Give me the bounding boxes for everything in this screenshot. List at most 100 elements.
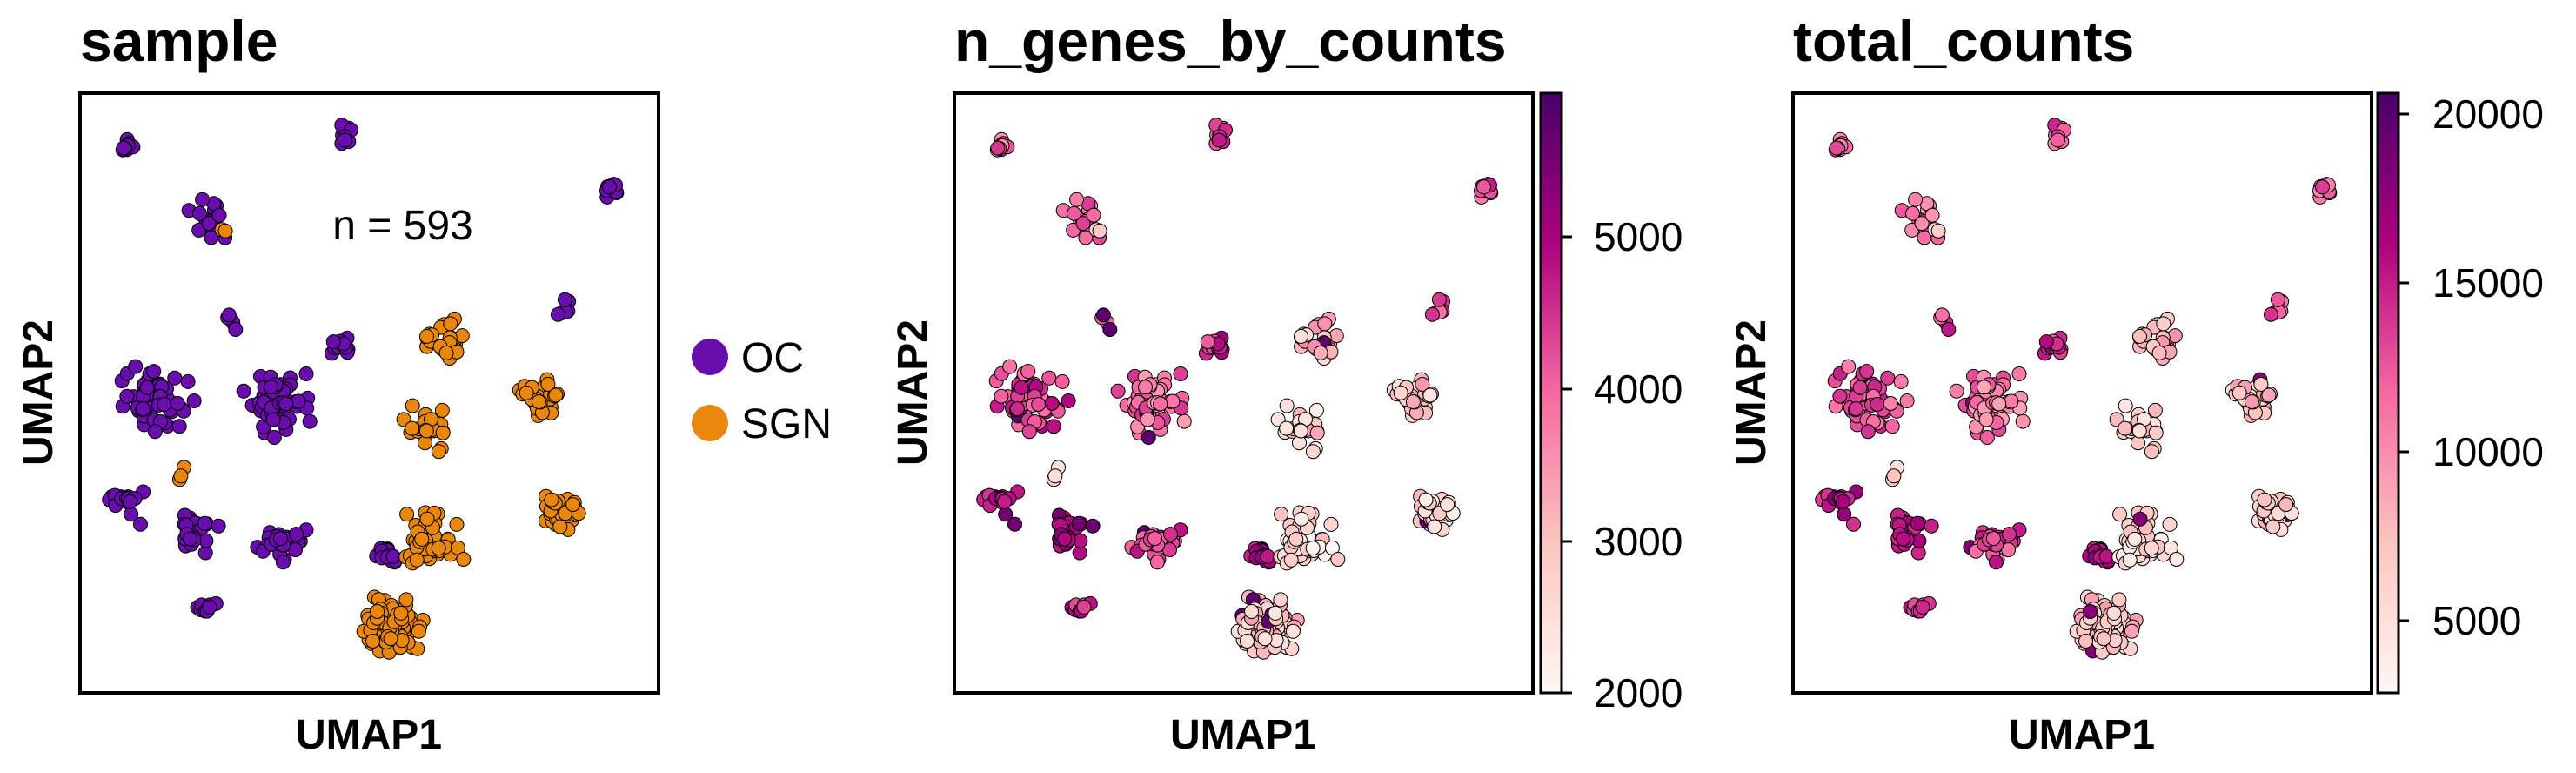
scatter-point	[2265, 519, 2281, 534]
scatter-point	[1415, 377, 1430, 392]
scatter-point	[1279, 398, 1295, 413]
colorbar-tick-label: 5000	[1594, 214, 1683, 259]
scatter-point	[2261, 387, 2277, 403]
colorbar-tick-label: 5000	[2432, 598, 2521, 643]
scatter-point	[1294, 511, 1309, 527]
scatter-point	[266, 430, 282, 445]
scatter-point	[1323, 516, 1339, 532]
scatter-point	[2002, 527, 2017, 542]
scatter-point	[1308, 402, 1324, 418]
scatter-point	[393, 605, 409, 621]
scatter-point	[994, 388, 1009, 404]
scatter-point	[405, 398, 420, 413]
scatter-point	[2083, 604, 2098, 619]
scatter-point	[128, 359, 144, 374]
scatter-point	[419, 328, 434, 344]
scatter-point	[275, 555, 291, 570]
scatter-point	[1405, 394, 1421, 410]
scatter-point	[1002, 359, 1018, 374]
scatter-point	[1095, 307, 1111, 323]
scatter-point	[1200, 334, 1215, 350]
scatter-point	[1140, 412, 1155, 427]
scatter-point	[385, 548, 401, 564]
scatter-point	[201, 216, 217, 232]
scatter-point	[370, 604, 385, 619]
scatter-point	[116, 140, 131, 156]
scatter-point	[1141, 430, 1156, 445]
x-axis-label-sample: UMAP1	[296, 712, 442, 758]
scatter-point	[1860, 424, 1876, 440]
scatter-point	[265, 412, 281, 427]
scatter-point	[1138, 380, 1153, 395]
scatter-point	[418, 423, 434, 439]
colorbar-gradient-total-counts	[2376, 91, 2400, 695]
scatter-point	[157, 397, 172, 412]
scatter-point	[2257, 492, 2272, 507]
scatter-point	[1044, 396, 1060, 411]
scatter-point	[1071, 515, 1087, 531]
scatter-point	[1886, 468, 1902, 484]
scatter-point	[1102, 322, 1118, 337]
scatter-point	[443, 316, 458, 332]
scatter-point	[552, 519, 568, 534]
scatter-point	[1283, 552, 1299, 568]
scatter-point	[1884, 419, 1900, 434]
scatter-point	[1273, 592, 1288, 608]
scatter-point	[1836, 494, 1851, 509]
scatter-point	[236, 383, 251, 399]
scatter-point	[1092, 223, 1107, 239]
colorbar-tick-label: 3000	[1594, 519, 1683, 564]
scatter-point	[438, 345, 454, 360]
scatter-point	[1057, 531, 1073, 547]
scatter-point	[1846, 516, 1861, 532]
scatter-point	[289, 527, 304, 542]
scatter-point	[2169, 552, 2185, 567]
scatter-point	[1317, 316, 1333, 332]
scatter-point	[1086, 207, 1101, 223]
scatter-point	[434, 402, 450, 418]
scatter-point	[2132, 328, 2147, 344]
scatter-point	[337, 132, 352, 148]
scatter-point	[383, 631, 398, 647]
scatter-point	[2151, 345, 2167, 360]
scatter-point	[1880, 370, 1896, 386]
scatter-point	[1979, 430, 1995, 445]
scatter-point	[1896, 531, 1911, 547]
scatter-point	[298, 366, 314, 381]
scatter-point	[186, 393, 202, 408]
scatter-point	[1260, 548, 1275, 564]
scatter-point	[1328, 328, 1344, 344]
scatter-point	[2118, 398, 2133, 413]
scatter-point	[519, 385, 534, 400]
scatter-point	[1848, 401, 1863, 417]
scatter-point	[1418, 492, 1434, 507]
scatter-point	[1991, 396, 2007, 412]
scatter-point	[195, 192, 211, 207]
scatter-point	[147, 424, 163, 440]
scatter-point	[1294, 328, 1308, 344]
scatter-point	[557, 292, 572, 307]
scatter-point	[2096, 631, 2111, 647]
scatter-point	[170, 396, 185, 411]
scatter-point	[2078, 634, 2093, 649]
y-axis-label-sample: UMAP2	[16, 319, 62, 466]
colorbar-n-genes: 5000 4000 3000 2000	[1539, 91, 1683, 716]
scatter-point	[2244, 394, 2259, 410]
scatter-point	[1908, 192, 1924, 207]
scatter-point	[1076, 599, 1092, 615]
scatter-point	[228, 322, 244, 337]
scatter-point	[1985, 531, 2001, 547]
scatter-point	[2004, 393, 2019, 409]
scatter-point	[540, 377, 556, 392]
scatter-point	[278, 396, 294, 412]
scatter-point	[1841, 359, 1857, 374]
scatter-point	[2144, 541, 2159, 556]
scatter-point	[2231, 385, 2247, 400]
scatter-point	[1046, 419, 1061, 434]
scatter-point	[1859, 364, 1875, 380]
scatter-point	[1949, 383, 1964, 399]
scatter-point	[435, 425, 451, 440]
scatter-point	[1978, 412, 1994, 427]
scatter-point	[2106, 605, 2122, 621]
scatter-point	[2015, 413, 2031, 429]
